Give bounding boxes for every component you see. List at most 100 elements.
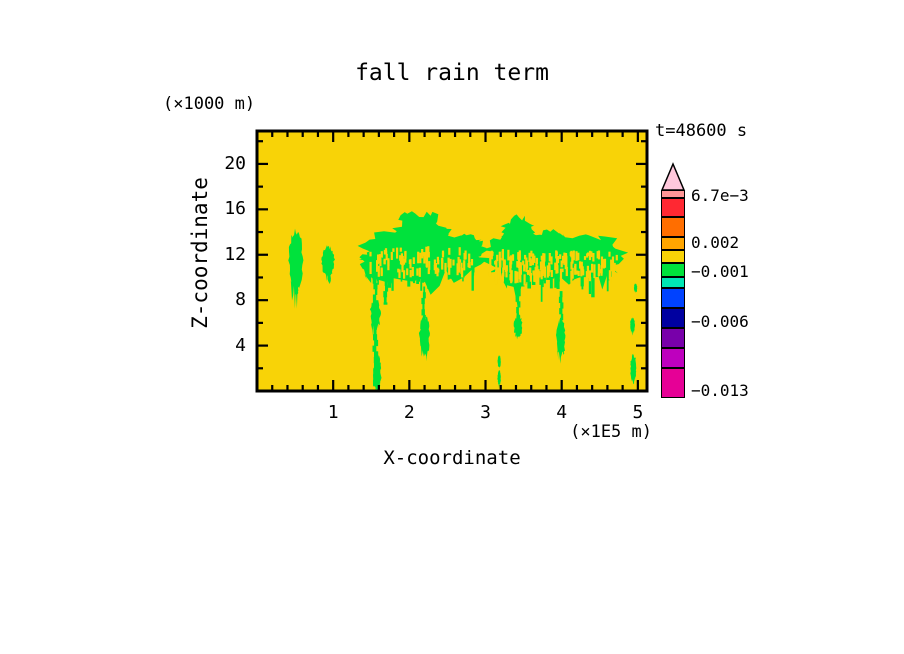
- z-tick-label: 12: [224, 243, 246, 265]
- patch-streak: [423, 286, 426, 293]
- texture-sliver: [603, 258, 607, 268]
- texture-sliver: [468, 253, 471, 265]
- texture-sliver: [418, 267, 421, 277]
- texture-sliver: [498, 251, 501, 264]
- texture-sliver: [436, 256, 439, 262]
- x-tick-label: 5: [632, 402, 644, 423]
- texture-sliver: [519, 272, 522, 283]
- patch-streak: [422, 303, 425, 310]
- patch-streak: [421, 309, 425, 316]
- texture-sliver: [416, 268, 419, 276]
- texture-sliver: [542, 255, 545, 267]
- texture-sliver: [532, 270, 535, 276]
- colorbar-segment: [661, 198, 685, 217]
- patch-streak: [383, 291, 388, 298]
- patch-streak: [517, 290, 521, 297]
- texture-sliver: [588, 250, 592, 261]
- texture-sliver: [593, 264, 596, 273]
- texture-sliver: [577, 252, 580, 261]
- texture-sliver: [377, 266, 380, 272]
- texture-sliver: [490, 251, 493, 256]
- texture-sliver: [560, 260, 563, 268]
- texture-sliver: [555, 266, 558, 274]
- patch-streak: [558, 296, 563, 303]
- texture-sliver: [402, 258, 406, 265]
- texture-sliver: [495, 273, 498, 285]
- texture-sliver: [458, 267, 461, 273]
- colorbar-segment: [661, 288, 685, 308]
- texture-sliver: [559, 254, 562, 259]
- colorbar-segment: [661, 368, 685, 398]
- texture-sliver: [511, 254, 515, 261]
- axis-ticks: [258, 132, 646, 390]
- texture-sliver: [583, 256, 587, 260]
- patch-blob: [497, 355, 501, 370]
- texture-sliver: [369, 261, 372, 274]
- texture-sliver: [530, 250, 533, 257]
- texture-sliver: [600, 268, 603, 274]
- patch-streak: [560, 313, 564, 320]
- patch-fringe: [424, 265, 428, 283]
- texture-sliver: [437, 268, 440, 273]
- patch-streak: [372, 294, 377, 301]
- texture-sliver: [425, 255, 429, 268]
- texture-sliver: [463, 260, 466, 271]
- texture-sliver: [593, 269, 596, 279]
- texture-sliver: [529, 273, 532, 282]
- colorbar-label: 0.002: [691, 233, 740, 252]
- texture-sliver: [488, 271, 492, 277]
- texture-sliver: [610, 259, 613, 272]
- texture-sliver: [385, 250, 388, 255]
- texture-sliver: [590, 251, 593, 258]
- texture-sliver: [387, 259, 390, 266]
- texture-sliver: [383, 249, 386, 255]
- patch-fringe: [471, 268, 474, 291]
- z-tick-label: 4: [235, 334, 246, 356]
- patch-fringe: [420, 268, 423, 291]
- x-axis-unit-label: (×1E5 m): [570, 422, 652, 442]
- texture-sliver: [591, 263, 594, 273]
- texture-sliver: [579, 261, 582, 269]
- patch-fringe: [407, 266, 411, 287]
- patch-streak: [373, 328, 377, 335]
- texture-sliver: [380, 268, 383, 277]
- colorbar-label: −0.006: [691, 312, 749, 331]
- texture-sliver: [533, 255, 536, 263]
- patch-streak: [517, 301, 521, 308]
- patch-fringe: [549, 268, 553, 289]
- texture-sliver: [576, 270, 579, 275]
- texture-sliver: [529, 258, 532, 266]
- colorbar-segment: [661, 250, 685, 263]
- texture-sliver: [535, 274, 539, 279]
- patch-streak: [373, 283, 378, 290]
- texture-sliver: [502, 260, 505, 270]
- texture-sliver: [409, 269, 412, 278]
- texture-sliver: [428, 261, 431, 270]
- patch-fringe: [444, 257, 447, 267]
- texture-sliver: [565, 255, 568, 267]
- texture-sliver: [509, 266, 512, 273]
- texture-sliver: [540, 255, 543, 260]
- patch-blob: [497, 369, 501, 389]
- texture-sliver: [585, 271, 588, 282]
- texture-sliver: [448, 247, 451, 255]
- patch-fringe: [539, 271, 542, 285]
- texture-sliver: [535, 257, 538, 264]
- texture-sliver: [448, 266, 451, 275]
- patch-fringe: [588, 270, 591, 294]
- texture-sliver: [427, 268, 430, 275]
- texture-sliver: [449, 258, 452, 268]
- texture-sliver: [614, 272, 617, 276]
- texture-sliver: [555, 256, 559, 266]
- texture-sliver: [417, 251, 420, 264]
- patch-streak: [383, 296, 387, 303]
- texture-sliver: [615, 254, 618, 261]
- patch-fringe: [527, 272, 531, 289]
- patch-blob: [321, 245, 335, 285]
- patch-fringe: [472, 263, 475, 276]
- texture-sliver: [561, 268, 564, 273]
- patch-streak: [374, 339, 379, 347]
- patch-fringe: [394, 262, 399, 276]
- texture-sliver: [419, 252, 422, 264]
